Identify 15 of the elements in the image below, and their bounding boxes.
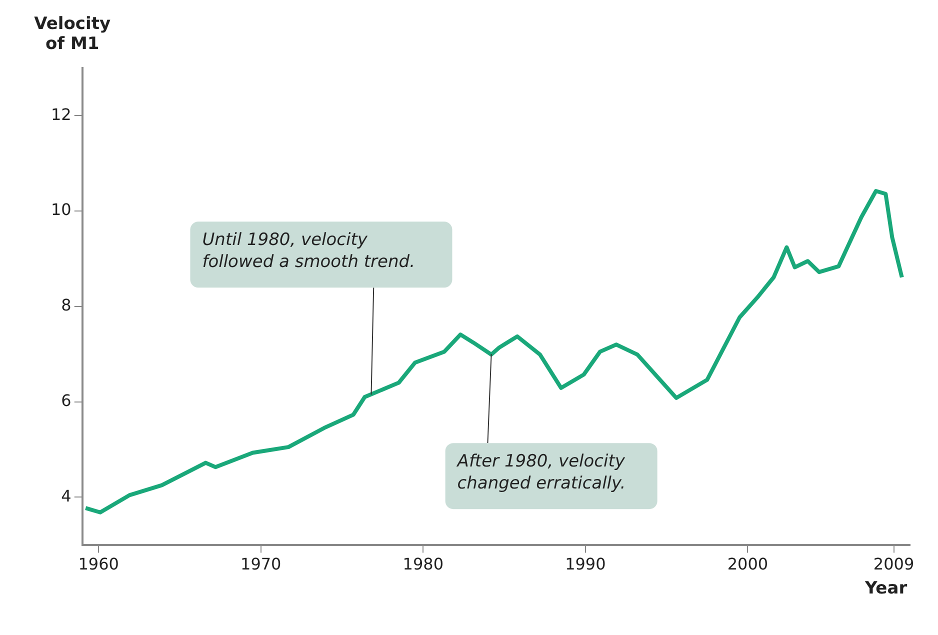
y-tick-label: 4 [61, 486, 72, 506]
x-tick-label: 2009 [873, 554, 914, 574]
y-tick-label: 8 [61, 296, 72, 315]
x-tick-label: 2000 [727, 554, 768, 574]
x-tick-label: 1990 [565, 554, 606, 574]
y-axis-title: Velocity of M1 [34, 14, 111, 54]
y-tick-label: 12 [51, 104, 72, 124]
annotation: After 1980, velocity changed erratically. [456, 452, 626, 494]
x-tick-label: 1970 [240, 554, 282, 574]
y-tick-label: 6 [61, 390, 72, 410]
x-tick-label: 1960 [78, 554, 119, 574]
x-tick-label: 1980 [402, 554, 444, 574]
y-tick-label: 10 [51, 200, 72, 220]
x-axis-title: Year [864, 578, 908, 599]
annotation: Until 1980, velocity followed a smooth trend. [202, 230, 415, 272]
